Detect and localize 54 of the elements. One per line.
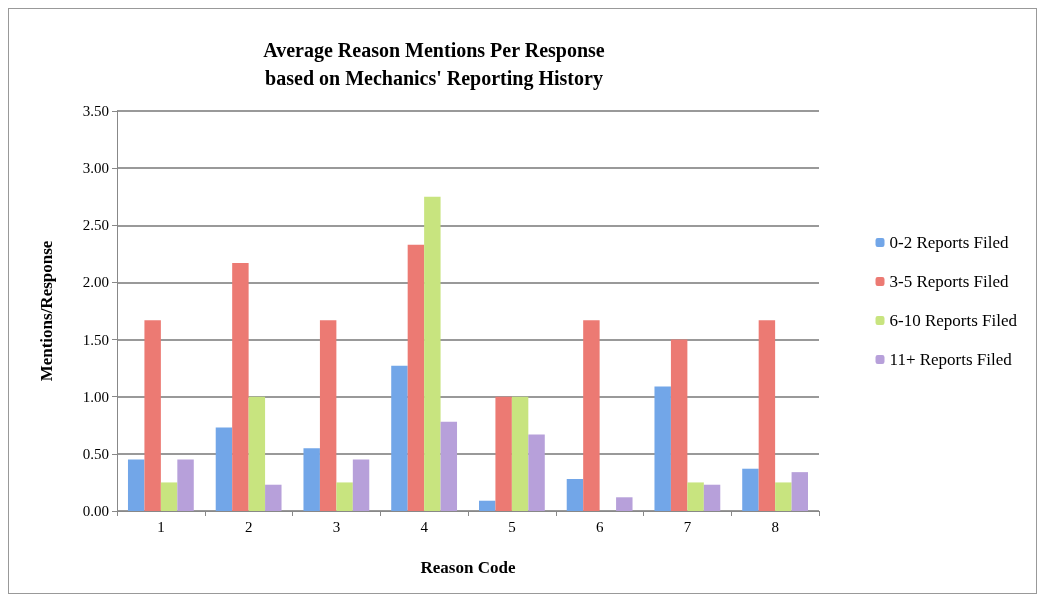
x-tick-label: 3: [332, 518, 341, 535]
bar: [566, 479, 584, 511]
y-tick-label: 0.50: [82, 445, 109, 462]
bar: [495, 396, 512, 511]
bar: [511, 396, 529, 511]
bar: [703, 484, 721, 511]
y-axis-title: Mentions/Response: [37, 240, 56, 382]
bar: [791, 472, 809, 511]
legend-label: 6-10 Reports Filed: [889, 311, 1018, 330]
bar: [478, 500, 496, 511]
y-tick-label: 2.50: [82, 217, 109, 234]
y-tick-label: 0.00: [82, 503, 109, 519]
bar: [440, 421, 458, 511]
chart-title: Average Reason Mentions Per Response based on Mechanics' Reporting History: [263, 39, 605, 90]
bar: [758, 320, 776, 511]
bar: [319, 320, 337, 511]
bar: [616, 497, 633, 511]
x-tick-label: 6: [595, 518, 604, 535]
bar: [424, 196, 441, 511]
bar: [336, 482, 353, 511]
y-tick-label: 2.00: [82, 274, 109, 291]
legend-label: 3-5 Reports Filed: [889, 272, 1009, 291]
bar: [528, 434, 545, 511]
x-tick-label: 4: [420, 518, 429, 535]
bar: [742, 468, 759, 511]
bar: [265, 484, 282, 511]
bar: [248, 396, 266, 511]
bar: [670, 339, 688, 511]
bar: [215, 427, 233, 511]
x-tick-label: 1: [157, 518, 165, 535]
legend-label: 0-2 Reports Filed: [889, 233, 1009, 252]
x-tick-label: 8: [771, 518, 779, 535]
bar: [352, 459, 370, 511]
bar: [583, 320, 600, 511]
bar: [160, 482, 178, 511]
bar: [144, 320, 161, 511]
y-tick-label: 1.50: [82, 331, 109, 348]
bar: [303, 448, 320, 511]
bar: [177, 459, 194, 511]
y-tick-label: 3.50: [82, 103, 109, 119]
x-axis-title: Reason Code: [420, 558, 516, 577]
bar: [775, 482, 792, 511]
x-tick-label: 5: [508, 518, 516, 535]
y-tick-label: 3.00: [82, 160, 109, 177]
bar: [407, 244, 425, 511]
bar: [687, 482, 704, 511]
bar: [391, 365, 408, 511]
x-tick-label: 2: [244, 518, 253, 535]
bar: [232, 263, 249, 511]
y-tick-label: 1.00: [82, 388, 109, 405]
bar: [654, 386, 671, 511]
x-tick-label: 7: [683, 518, 692, 535]
legend-label: 11+ Reports Filed: [889, 350, 1013, 369]
bar: [127, 459, 145, 511]
